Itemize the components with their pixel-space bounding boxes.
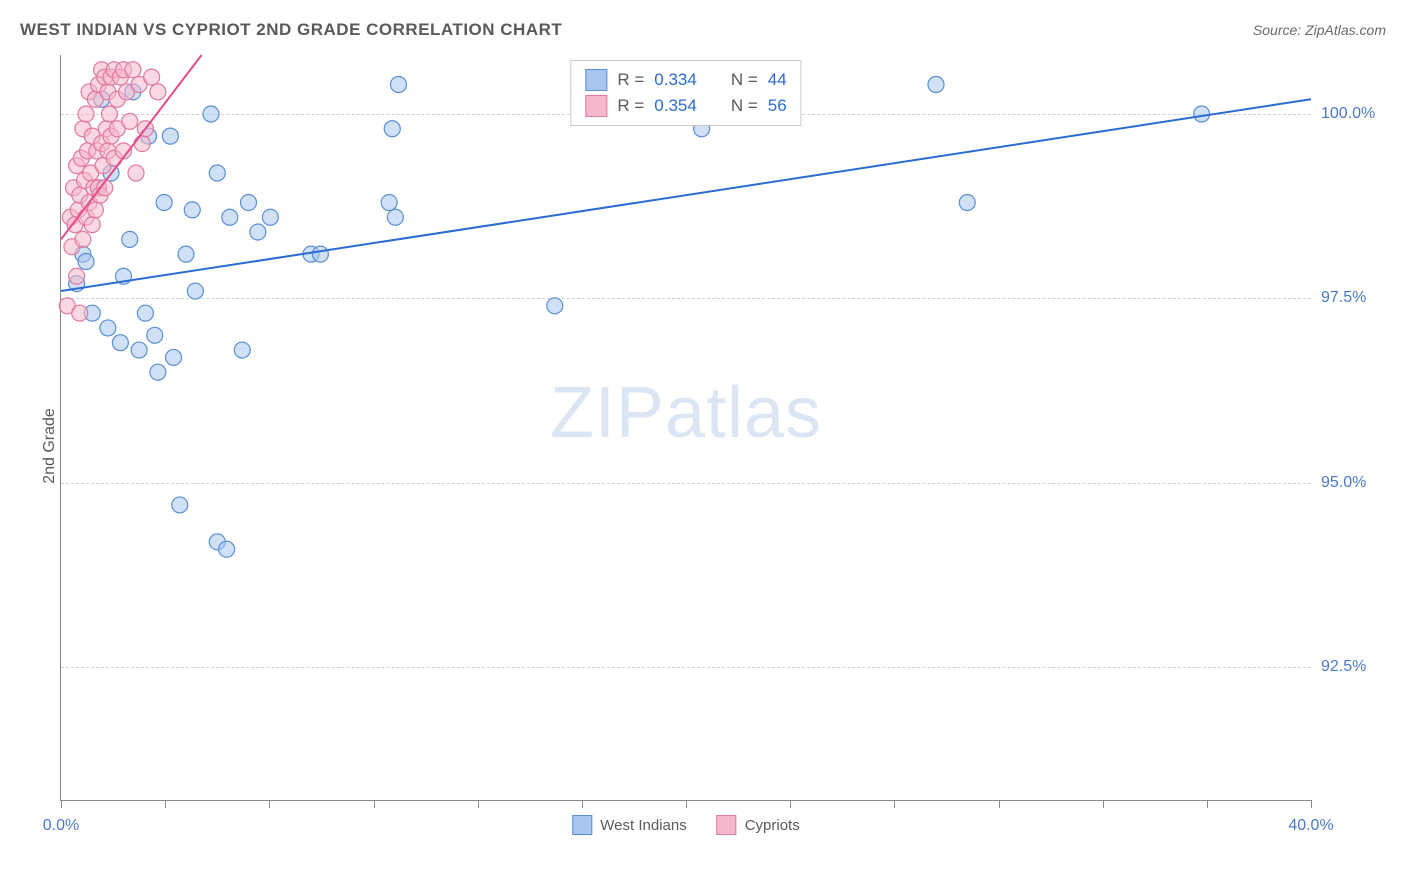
x-tick xyxy=(374,800,375,808)
x-tick xyxy=(165,800,166,808)
scatter-point xyxy=(125,62,141,78)
scatter-point xyxy=(72,305,88,321)
scatter-point xyxy=(312,246,328,262)
scatter-point xyxy=(147,327,163,343)
x-tick xyxy=(790,800,791,808)
legend-item: Cypriots xyxy=(717,815,800,835)
x-tick xyxy=(61,800,62,808)
scatter-point xyxy=(128,165,144,181)
x-tick xyxy=(1207,800,1208,808)
stats-swatch xyxy=(585,95,607,117)
chart-title: WEST INDIAN VS CYPRIOT 2ND GRADE CORRELA… xyxy=(20,20,562,40)
y-axis-label: 2nd Grade xyxy=(41,408,59,484)
plot-area: ZIPatlas 92.5%95.0%97.5%100.0% R = 0.334… xyxy=(60,55,1311,801)
scatter-point xyxy=(241,195,257,211)
scatter-point xyxy=(172,497,188,513)
scatter-point xyxy=(234,342,250,358)
scatter-point xyxy=(122,113,138,129)
scatter-point xyxy=(209,165,225,181)
stat-n-value: 56 xyxy=(768,96,787,116)
scatter-point xyxy=(144,69,160,85)
scatter-point xyxy=(101,106,117,122)
stats-row: R = 0.354 N = 56 xyxy=(585,93,786,119)
bottom-legend: West Indians Cypriots xyxy=(572,815,799,835)
scatter-point xyxy=(84,217,100,233)
x-tick xyxy=(269,800,270,808)
scatter-point xyxy=(112,335,128,351)
scatter-point xyxy=(219,541,235,557)
scatter-point xyxy=(134,136,150,152)
x-max-label: 40.0% xyxy=(1288,817,1333,835)
x-tick xyxy=(686,800,687,808)
scatter-point xyxy=(203,106,219,122)
scatter-point xyxy=(381,195,397,211)
x-min-label: 0.0% xyxy=(43,817,79,835)
scatter-point xyxy=(162,128,178,144)
scatter-point xyxy=(391,77,407,93)
scatter-point xyxy=(250,224,266,240)
scatter-point xyxy=(87,202,103,218)
scatter-point xyxy=(166,349,182,365)
scatter-point xyxy=(69,268,85,284)
x-tick xyxy=(1311,800,1312,808)
stat-n-label: N = xyxy=(731,70,758,90)
scatter-point xyxy=(262,209,278,225)
x-tick xyxy=(894,800,895,808)
legend-label: Cypriots xyxy=(745,817,800,834)
stat-n-label: N = xyxy=(731,96,758,116)
scatter-point xyxy=(1194,106,1210,122)
scatter-point xyxy=(222,209,238,225)
x-tick xyxy=(1103,800,1104,808)
scatter-point xyxy=(184,202,200,218)
scatter-svg xyxy=(61,55,1311,800)
stat-r-value: 0.334 xyxy=(654,70,697,90)
scatter-point xyxy=(100,320,116,336)
legend-item: West Indians xyxy=(572,815,686,835)
legend-label: West Indians xyxy=(600,817,686,834)
scatter-point xyxy=(131,342,147,358)
stats-legend-box: R = 0.334 N = 44 R = 0.354 N = 56 xyxy=(570,60,801,126)
scatter-point xyxy=(384,121,400,137)
legend-swatch xyxy=(572,815,592,835)
scatter-point xyxy=(547,298,563,314)
source-label: Source: ZipAtlas.com xyxy=(1253,22,1386,38)
y-tick-label: 95.0% xyxy=(1321,474,1391,492)
scatter-point xyxy=(178,246,194,262)
stat-r-value: 0.354 xyxy=(654,96,697,116)
x-tick xyxy=(999,800,1000,808)
scatter-point xyxy=(928,77,944,93)
stats-row: R = 0.334 N = 44 xyxy=(585,67,786,93)
scatter-point xyxy=(150,364,166,380)
scatter-point xyxy=(75,231,91,247)
scatter-point xyxy=(959,195,975,211)
y-tick-label: 100.0% xyxy=(1321,105,1391,123)
y-tick-label: 92.5% xyxy=(1321,658,1391,676)
scatter-point xyxy=(137,305,153,321)
scatter-point xyxy=(78,254,94,270)
y-tick-label: 97.5% xyxy=(1321,289,1391,307)
scatter-point xyxy=(78,106,94,122)
stat-r-label: R = xyxy=(617,70,644,90)
stat-n-value: 44 xyxy=(768,70,787,90)
x-tick xyxy=(582,800,583,808)
stat-r-label: R = xyxy=(617,96,644,116)
stats-swatch xyxy=(585,69,607,91)
x-tick xyxy=(478,800,479,808)
scatter-point xyxy=(150,84,166,100)
scatter-point xyxy=(156,195,172,211)
scatter-point xyxy=(187,283,203,299)
legend-swatch xyxy=(717,815,737,835)
scatter-point xyxy=(122,231,138,247)
scatter-point xyxy=(387,209,403,225)
